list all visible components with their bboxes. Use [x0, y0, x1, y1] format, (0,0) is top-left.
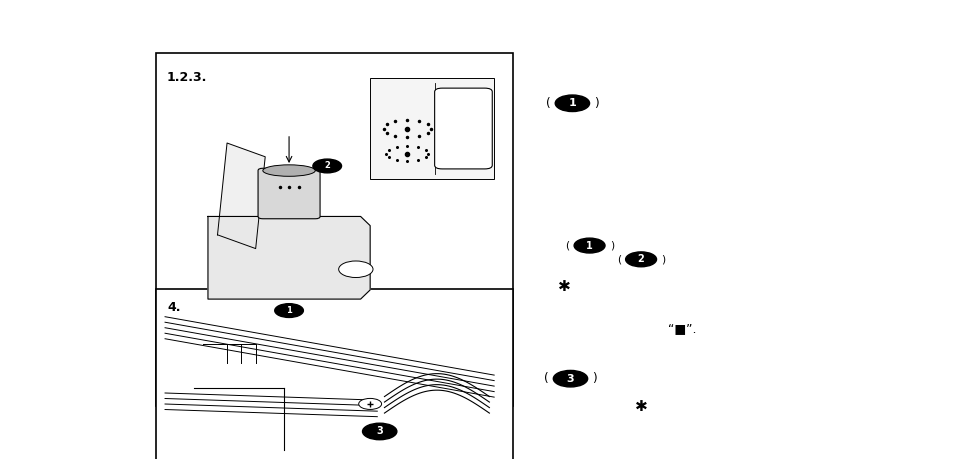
- Text: (: (: [564, 241, 569, 251]
- Circle shape: [313, 159, 341, 173]
- Text: 4.: 4.: [167, 301, 180, 313]
- Text: ): ): [609, 241, 614, 251]
- Text: 1.2.3.: 1.2.3.: [167, 71, 207, 84]
- Text: ): ): [660, 254, 665, 264]
- Text: 1: 1: [585, 241, 593, 251]
- FancyBboxPatch shape: [435, 88, 492, 169]
- FancyBboxPatch shape: [155, 53, 513, 406]
- Ellipse shape: [262, 165, 314, 176]
- Circle shape: [553, 370, 587, 387]
- Circle shape: [625, 252, 656, 267]
- Text: ): ): [592, 372, 597, 385]
- Text: 3: 3: [566, 374, 574, 384]
- Circle shape: [338, 261, 373, 278]
- Circle shape: [574, 238, 604, 253]
- Text: ✱: ✱: [634, 399, 647, 414]
- Text: 1: 1: [286, 306, 292, 315]
- Polygon shape: [208, 217, 370, 299]
- Text: ✱: ✱: [558, 280, 571, 294]
- Text: ): ): [594, 97, 598, 110]
- FancyBboxPatch shape: [370, 78, 494, 179]
- Text: (: (: [545, 97, 550, 110]
- Circle shape: [274, 304, 303, 318]
- FancyBboxPatch shape: [257, 168, 319, 219]
- Text: 2: 2: [637, 254, 644, 264]
- Circle shape: [362, 423, 396, 440]
- Text: 3: 3: [375, 426, 383, 437]
- Text: (: (: [616, 254, 620, 264]
- Text: (: (: [543, 372, 548, 385]
- Text: “■”.: “■”.: [667, 322, 696, 335]
- Circle shape: [555, 95, 589, 112]
- Text: 1: 1: [568, 98, 576, 108]
- Circle shape: [358, 398, 381, 409]
- Text: 2: 2: [324, 162, 330, 170]
- Polygon shape: [217, 143, 265, 249]
- FancyBboxPatch shape: [155, 289, 513, 459]
